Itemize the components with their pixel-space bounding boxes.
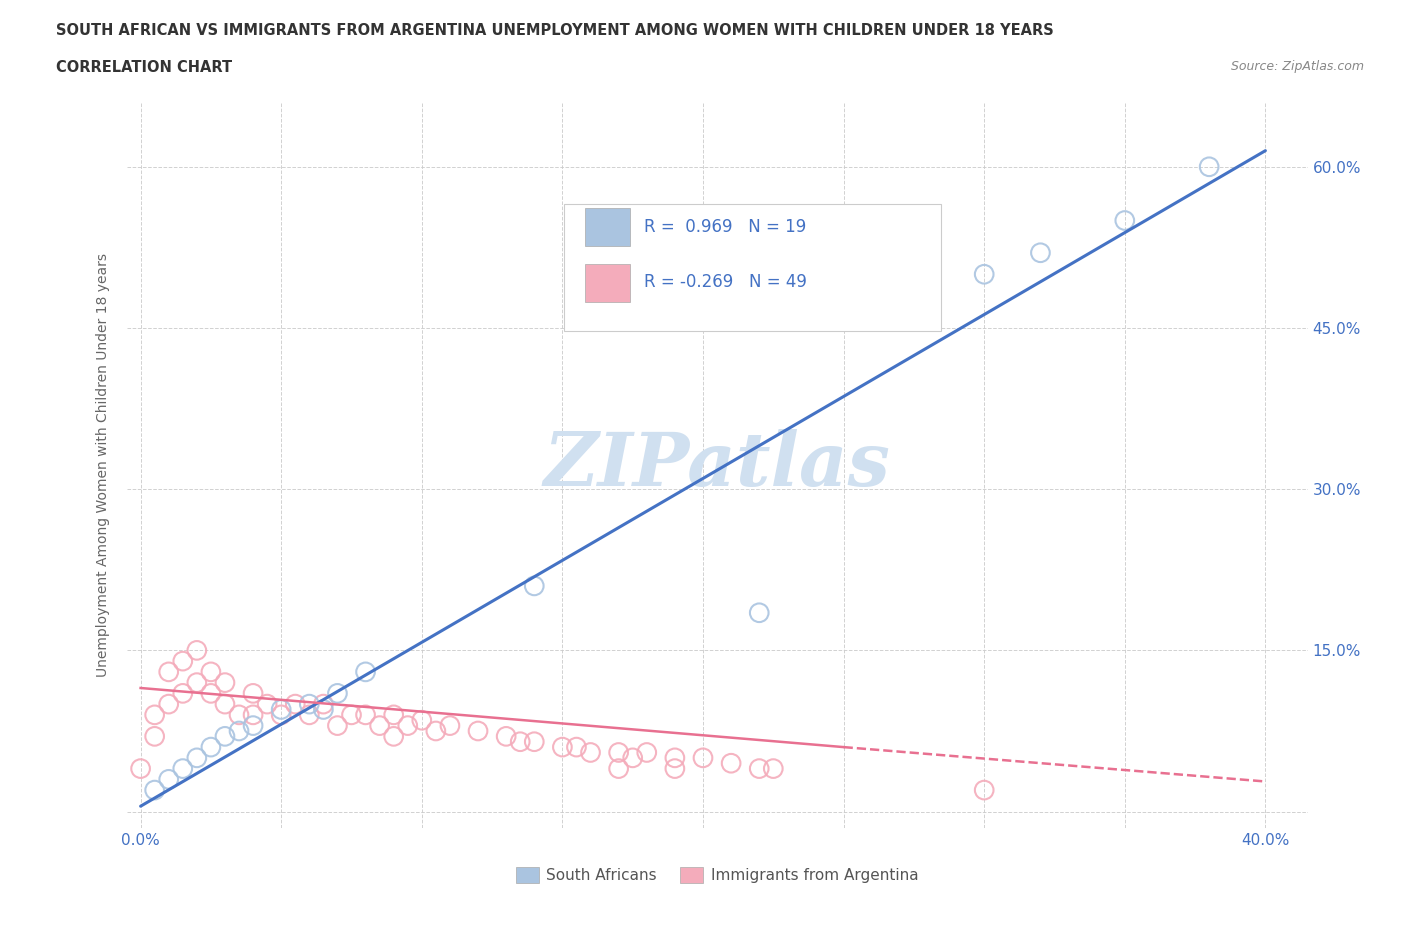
Point: [467, 724, 489, 738]
Point: [607, 745, 630, 760]
Point: [523, 578, 546, 593]
Point: [312, 697, 335, 711]
Point: [312, 702, 335, 717]
Point: [270, 708, 292, 723]
Point: [664, 751, 686, 765]
Point: [214, 729, 236, 744]
Point: [1029, 246, 1052, 260]
Point: [579, 745, 602, 760]
Point: [200, 686, 222, 701]
Text: Source: ZipAtlas.com: Source: ZipAtlas.com: [1230, 60, 1364, 73]
Point: [242, 718, 264, 733]
Point: [256, 697, 278, 711]
Point: [284, 697, 307, 711]
Point: [762, 761, 785, 776]
Point: [425, 724, 447, 738]
FancyBboxPatch shape: [585, 264, 630, 301]
Point: [172, 686, 194, 701]
FancyBboxPatch shape: [564, 204, 942, 331]
Point: [382, 729, 405, 744]
Point: [143, 729, 166, 744]
Point: [214, 697, 236, 711]
Point: [129, 761, 152, 776]
Y-axis label: Unemployment Among Women with Children Under 18 years: Unemployment Among Women with Children U…: [96, 253, 110, 677]
Point: [636, 745, 658, 760]
Point: [143, 708, 166, 723]
Point: [228, 708, 250, 723]
Point: [607, 761, 630, 776]
Point: [1198, 159, 1220, 174]
Point: [495, 729, 517, 744]
Point: [621, 751, 644, 765]
Point: [270, 702, 292, 717]
Point: [382, 708, 405, 723]
Point: [172, 654, 194, 669]
Point: [186, 643, 208, 658]
Point: [565, 739, 588, 754]
Point: [157, 772, 180, 787]
Text: R = -0.269   N = 49: R = -0.269 N = 49: [644, 273, 807, 291]
Point: [326, 718, 349, 733]
Point: [326, 686, 349, 701]
Point: [242, 708, 264, 723]
Point: [186, 751, 208, 765]
Point: [172, 761, 194, 776]
Point: [411, 712, 433, 727]
Point: [692, 751, 714, 765]
Point: [214, 675, 236, 690]
Point: [720, 756, 742, 771]
Point: [439, 718, 461, 733]
Legend: South Africans, Immigrants from Argentina: South Africans, Immigrants from Argentin…: [510, 861, 924, 889]
Point: [973, 267, 995, 282]
Point: [340, 708, 363, 723]
Point: [298, 697, 321, 711]
Point: [228, 724, 250, 738]
Text: SOUTH AFRICAN VS IMMIGRANTS FROM ARGENTINA UNEMPLOYMENT AMONG WOMEN WITH CHILDRE: SOUTH AFRICAN VS IMMIGRANTS FROM ARGENTI…: [56, 23, 1054, 38]
Point: [509, 735, 531, 750]
Text: ZIPatlas: ZIPatlas: [544, 429, 890, 501]
Point: [368, 718, 391, 733]
Point: [242, 686, 264, 701]
Point: [973, 783, 995, 798]
Point: [157, 664, 180, 679]
Point: [396, 718, 419, 733]
Text: R =  0.969   N = 19: R = 0.969 N = 19: [644, 218, 806, 236]
Point: [748, 761, 770, 776]
Point: [354, 708, 377, 723]
Point: [354, 664, 377, 679]
Point: [1114, 213, 1136, 228]
Point: [157, 697, 180, 711]
Text: CORRELATION CHART: CORRELATION CHART: [56, 60, 232, 75]
Point: [200, 739, 222, 754]
Point: [200, 664, 222, 679]
Point: [523, 735, 546, 750]
Point: [748, 605, 770, 620]
Point: [298, 708, 321, 723]
Point: [551, 739, 574, 754]
FancyBboxPatch shape: [585, 208, 630, 246]
Point: [143, 783, 166, 798]
Point: [186, 675, 208, 690]
Point: [664, 761, 686, 776]
